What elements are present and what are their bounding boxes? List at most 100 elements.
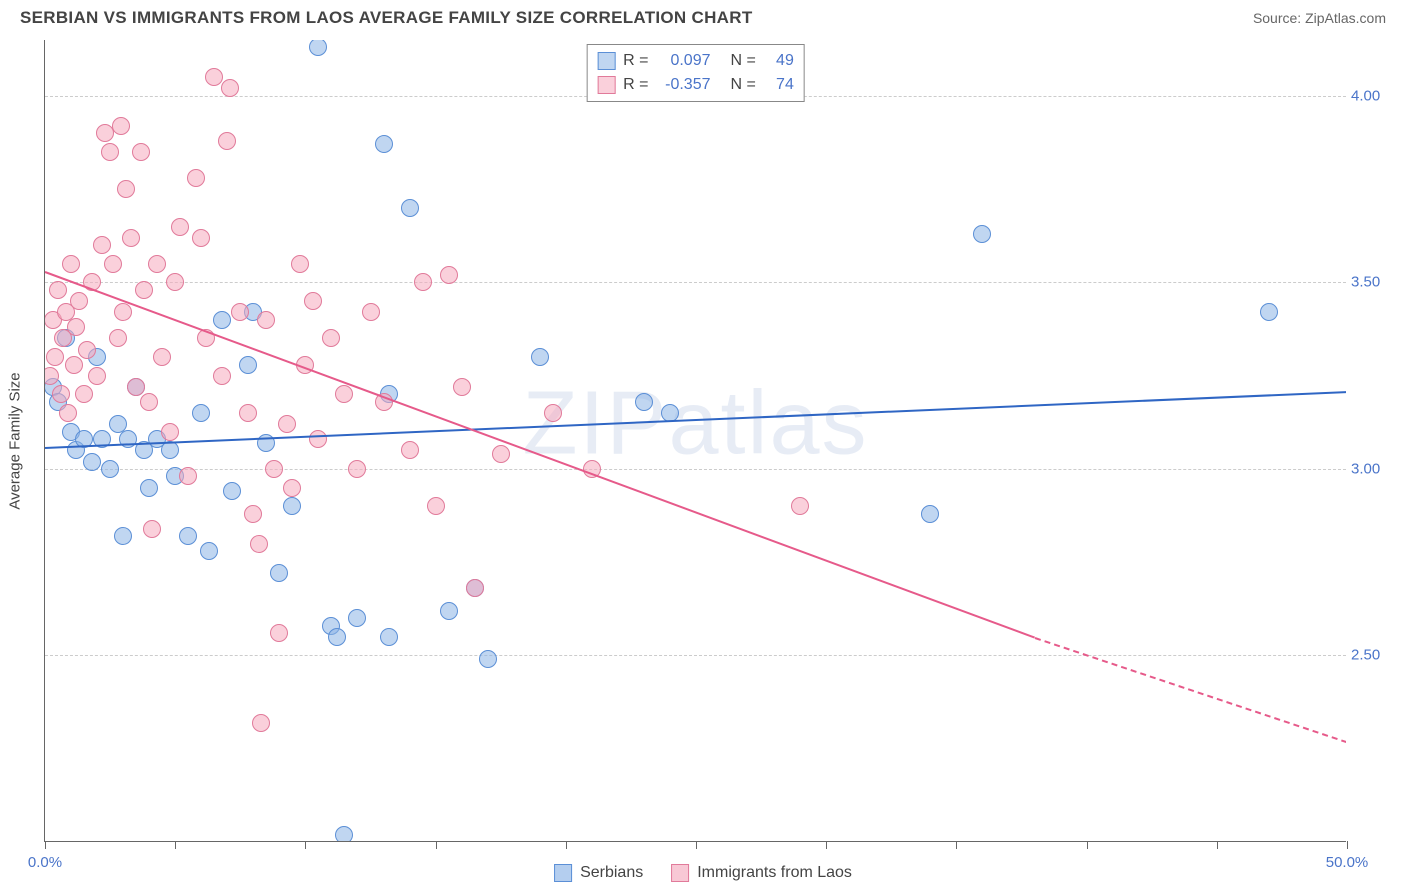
scatter-point	[492, 445, 510, 463]
x-tick	[1217, 841, 1218, 849]
scatter-point	[239, 356, 257, 374]
x-tick-label: 50.0%	[1326, 854, 1369, 871]
scatter-point	[362, 303, 380, 321]
scatter-point	[213, 311, 231, 329]
scatter-point	[335, 826, 353, 841]
legend-swatch	[671, 864, 689, 882]
scatter-point	[109, 329, 127, 347]
source-name: ZipAtlas.com	[1305, 10, 1386, 26]
scatter-point	[75, 385, 93, 403]
stat-r-label: R =	[623, 49, 648, 73]
scatter-point	[348, 609, 366, 627]
legend-label: Immigrants from Laos	[697, 864, 852, 882]
scatter-point	[132, 143, 150, 161]
scatter-point	[140, 393, 158, 411]
scatter-point	[531, 348, 549, 366]
scatter-point	[70, 292, 88, 310]
legend-label: Serbians	[580, 864, 643, 882]
scatter-point	[283, 479, 301, 497]
scatter-point	[104, 255, 122, 273]
scatter-point	[270, 624, 288, 642]
scatter-point	[171, 218, 189, 236]
stats-legend-row: R = -0.357 N = 74	[597, 73, 794, 97]
y-tick-label: 4.00	[1351, 87, 1396, 104]
scatter-point	[479, 650, 497, 668]
scatter-point	[440, 266, 458, 284]
legend-swatch	[597, 52, 615, 70]
scatter-point	[161, 423, 179, 441]
scatter-point	[93, 236, 111, 254]
scatter-point	[466, 579, 484, 597]
scatter-point	[166, 273, 184, 291]
scatter-point	[921, 505, 939, 523]
x-tick	[45, 841, 46, 849]
scatter-point	[239, 404, 257, 422]
scatter-point	[348, 460, 366, 478]
scatter-point	[414, 273, 432, 291]
scatter-point	[257, 311, 275, 329]
scatter-point	[453, 378, 471, 396]
regression-line	[45, 271, 1035, 638]
y-tick-label: 3.50	[1351, 274, 1396, 291]
scatter-point	[278, 415, 296, 433]
scatter-point	[83, 453, 101, 471]
scatter-point	[252, 714, 270, 732]
legend-item: Immigrants from Laos	[671, 864, 852, 882]
regression-line	[45, 391, 1346, 449]
y-axis-title: Average Family Size	[7, 372, 24, 509]
stat-r-label: R =	[623, 73, 648, 97]
scatter-point	[46, 348, 64, 366]
source-attribution: Source: ZipAtlas.com	[1253, 10, 1386, 26]
x-tick	[956, 841, 957, 849]
scatter-point	[127, 378, 145, 396]
scatter-point	[192, 404, 210, 422]
chart-area: ZIPatlas Average Family Size R =0.097N =…	[44, 40, 1346, 842]
stat-r-value: -0.357	[657, 73, 711, 97]
stat-n-value: 74	[764, 73, 794, 97]
x-tick-label: 0.0%	[28, 854, 62, 871]
scatter-point	[1260, 303, 1278, 321]
gridline	[45, 655, 1346, 656]
x-tick	[566, 841, 567, 849]
source-prefix: Source:	[1253, 10, 1305, 26]
x-tick	[826, 841, 827, 849]
x-tick	[1087, 841, 1088, 849]
scatter-point	[205, 68, 223, 86]
scatter-point	[101, 460, 119, 478]
stat-n-label: N =	[731, 73, 756, 97]
stat-n-value: 49	[764, 49, 794, 73]
scatter-point	[328, 628, 346, 646]
scatter-point	[335, 385, 353, 403]
legend-item: Serbians	[554, 864, 643, 882]
x-tick	[305, 841, 306, 849]
x-tick	[696, 841, 697, 849]
scatter-point	[973, 225, 991, 243]
scatter-point	[291, 255, 309, 273]
legend-swatch	[554, 864, 572, 882]
scatter-point	[122, 229, 140, 247]
scatter-point	[112, 117, 130, 135]
scatter-point	[283, 497, 301, 515]
bottom-legend: Serbians Immigrants from Laos	[554, 864, 852, 882]
scatter-point	[179, 527, 197, 545]
scatter-point	[375, 135, 393, 153]
x-tick	[175, 841, 176, 849]
stat-n-label: N =	[731, 49, 756, 73]
scatter-point	[161, 441, 179, 459]
scatter-point	[200, 542, 218, 560]
scatter-point	[148, 255, 166, 273]
gridline	[45, 282, 1346, 283]
scatter-point	[59, 404, 77, 422]
scatter-point	[265, 460, 283, 478]
scatter-point	[117, 180, 135, 198]
scatter-point	[49, 281, 67, 299]
x-tick	[436, 841, 437, 849]
scatter-point	[62, 255, 80, 273]
scatter-point	[244, 505, 262, 523]
scatter-point	[213, 367, 231, 385]
scatter-point	[635, 393, 653, 411]
scatter-point	[309, 40, 327, 56]
scatter-point	[440, 602, 458, 620]
stats-legend-row: R =0.097N =49	[597, 49, 794, 73]
regression-line	[1034, 637, 1346, 743]
